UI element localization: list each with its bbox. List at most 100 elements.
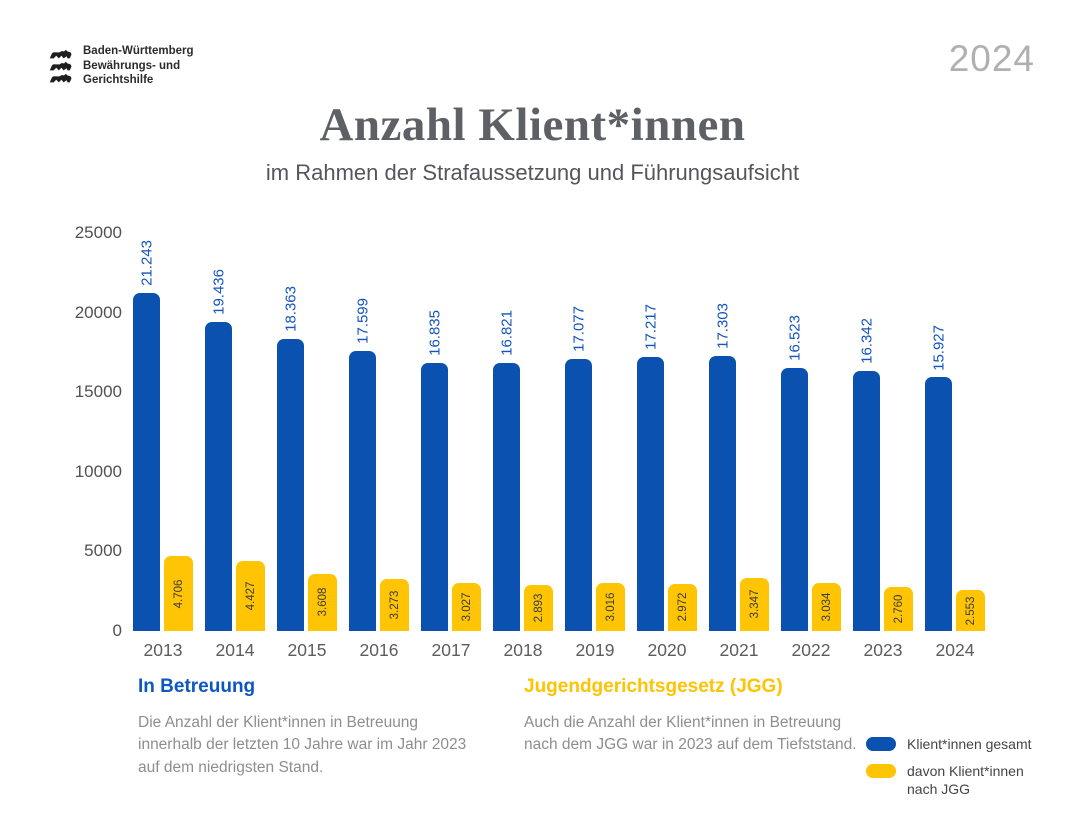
y-tick-label: 15000	[74, 382, 122, 402]
bar-jgg-2017: 3.027	[452, 582, 481, 631]
bar-total-value-2019: 17.077	[570, 306, 587, 353]
report-year: 2024	[948, 38, 1035, 79]
x-tick-label-2018: 2018	[503, 640, 543, 660]
bar-total-2024: 15.927	[925, 325, 952, 631]
bar-jgg-value-2020: 2.972	[676, 592, 689, 622]
note-betreuung: In Betreuung Die Anzahl der Klient*innen…	[138, 676, 473, 779]
bar-jgg-2019: 3.016	[596, 583, 625, 631]
bar-jgg-value-2019: 3.016	[604, 592, 617, 622]
bar-jgg-2021: 3.347	[740, 577, 769, 631]
note-jgg: Jugendgerichtsgesetz (JGG) Auch die Anza…	[524, 676, 859, 757]
bar-group-2017: 16.835 3.027	[421, 233, 481, 631]
bar-jgg-value-2017: 3.027	[460, 592, 473, 622]
x-axis-labels: 2013 2014 2015 2016 2017 2018 2019 2020 2021 2022…	[133, 640, 985, 661]
y-tick-label: 10000	[74, 461, 122, 481]
bar-total-2014: 19.436	[205, 269, 232, 631]
org-logo-line2: Bewährungs- und	[83, 59, 181, 72]
legend-item-1: davon Klient*innen nach JGG	[866, 762, 1057, 798]
bar-total-2013: 21.243	[133, 240, 160, 631]
bar-total-value-2016: 17.599	[354, 297, 371, 344]
chart-legend: Klient*innen gesamt davon Klient*innen na…	[866, 735, 1057, 799]
bar-group-2013: 21.243 4.706	[133, 233, 193, 631]
bar-jgg-2016: 3.273	[380, 578, 409, 631]
bar-total-2017: 16.835	[421, 310, 448, 631]
x-tick-label-2017: 2017	[431, 640, 471, 660]
y-tick-label: 0	[112, 621, 122, 640]
x-tick-label-2023: 2023	[863, 640, 903, 660]
bar-total-2022: 16.523	[781, 315, 808, 631]
x-tick-label-2020: 2020	[647, 640, 687, 660]
y-axis-ticks: 0 5000 10000 15000 20000 25000	[0, 223, 122, 640]
x-tick-label-2015: 2015	[287, 640, 327, 660]
bar-group-2021: 17.303 3.347	[709, 233, 769, 631]
bar-jgg-2022: 3.034	[812, 582, 841, 631]
org-logo-line1: Baden-Württemberg	[83, 45, 194, 57]
bar-total-2019: 17.077	[565, 306, 592, 631]
bar-total-2016: 17.599	[349, 298, 376, 631]
bar-group-2022: 16.523 3.034	[781, 233, 841, 631]
bar-jgg-2020: 2.972	[668, 583, 697, 631]
page-title: Anzahl Klient*innen	[319, 99, 746, 151]
bar-jgg-value-2023: 2.760	[892, 594, 905, 624]
page-subtitle: im Rahmen der Strafaussetzung und Führun…	[265, 160, 800, 185]
bar-total-value-2020: 17.217	[642, 304, 659, 350]
bar-total-value-2023: 16.342	[858, 317, 875, 364]
bar-jgg-value-2024: 2.553	[964, 596, 977, 626]
bar-group-2015: 18.363 3.608	[277, 233, 337, 631]
x-tick-label-2013: 2013	[143, 640, 183, 660]
bar-total-value-2015: 18.363	[282, 285, 299, 332]
bar-jgg-value-2016: 3.273	[388, 590, 401, 620]
bar-total-value-2013: 21.243	[138, 239, 155, 286]
bar-total-value-2018: 16.821	[498, 310, 515, 357]
bar-total-value-2017: 16.835	[426, 310, 443, 356]
bar-total-2023: 16.342	[853, 318, 880, 631]
bar-group-2016: 17.599 3.273	[349, 233, 409, 631]
bar-jgg-value-2021: 3.347	[748, 589, 761, 619]
bar-chart: 21.243 4.706 19.436 4.427 18.363 3.608 17.599 3…	[133, 233, 985, 631]
bar-jgg-value-2018: 2.893	[532, 593, 545, 623]
bar-total-value-2022: 16.523	[786, 315, 803, 361]
x-tick-label-2022: 2022	[791, 640, 831, 660]
bar-total-2015: 18.363	[277, 286, 304, 631]
y-tick-label: 5000	[84, 541, 122, 561]
y-tick-label: 25000	[74, 223, 122, 242]
x-tick-label-2014: 2014	[215, 640, 255, 660]
org-logo-line3: Gerichtshilfe	[83, 74, 154, 87]
y-tick-label: 20000	[74, 302, 122, 322]
bar-group-2020: 17.217 2.972	[637, 233, 697, 631]
bar-total-value-2021: 17.303	[714, 302, 731, 349]
x-tick-label-2021: 2021	[719, 640, 759, 660]
bar-total-2020: 17.217	[637, 304, 664, 631]
bar-jgg-2015: 3.608	[308, 573, 337, 631]
legend-swatch-icon	[866, 737, 896, 751]
bar-group-2014: 19.436 4.427	[205, 233, 265, 631]
three-lions-icon	[48, 49, 74, 84]
bar-group-2018: 16.821 2.893	[493, 233, 553, 631]
x-tick-label-2024: 2024	[935, 640, 975, 660]
bar-jgg-2024: 2.553	[956, 590, 985, 631]
legend-item-0: Klient*innen gesamt	[866, 735, 1057, 753]
bar-jgg-2023: 2.760	[884, 587, 913, 631]
bar-total-value-2024: 15.927	[930, 324, 947, 371]
bar-group-2023: 16.342 2.760	[853, 233, 913, 631]
bar-jgg-value-2013: 4.706	[172, 579, 185, 608]
note-jgg-text: Auch die Anzahl der Klient*innen in Betr…	[524, 714, 857, 754]
x-tick-label-2019: 2019	[575, 640, 615, 660]
bar-jgg-2014: 4.427	[236, 560, 265, 631]
note-betreuung-text: Die Anzahl der Klient*innen in Betreuung…	[138, 714, 467, 776]
bar-jgg-2018: 2.893	[524, 584, 553, 631]
bar-jgg-value-2022: 3.034	[820, 592, 833, 622]
bar-total-value-2014: 19.436	[210, 268, 227, 315]
bar-jgg-value-2015: 3.608	[316, 587, 329, 617]
org-logo-text: Baden-Württemberg Bewährungs- und Gerich…	[83, 44, 194, 88]
org-logo: Baden-Württemberg Bewährungs- und Gerich…	[48, 44, 194, 88]
legend-swatch-icon	[866, 764, 896, 779]
bar-total-2018: 16.821	[493, 310, 520, 631]
bar-jgg-value-2014: 4.427	[244, 581, 257, 611]
bar-group-2019: 17.077 3.016	[565, 233, 625, 631]
note-jgg-heading: Jugendgerichtsgesetz (JGG)	[524, 676, 783, 697]
bar-total-2021: 17.303	[709, 303, 736, 631]
bar-jgg-2013: 4.706	[164, 556, 193, 631]
note-betreuung-heading: In Betreuung	[138, 676, 256, 697]
legend-item-label: Klient*innen gesamt	[907, 736, 1032, 752]
